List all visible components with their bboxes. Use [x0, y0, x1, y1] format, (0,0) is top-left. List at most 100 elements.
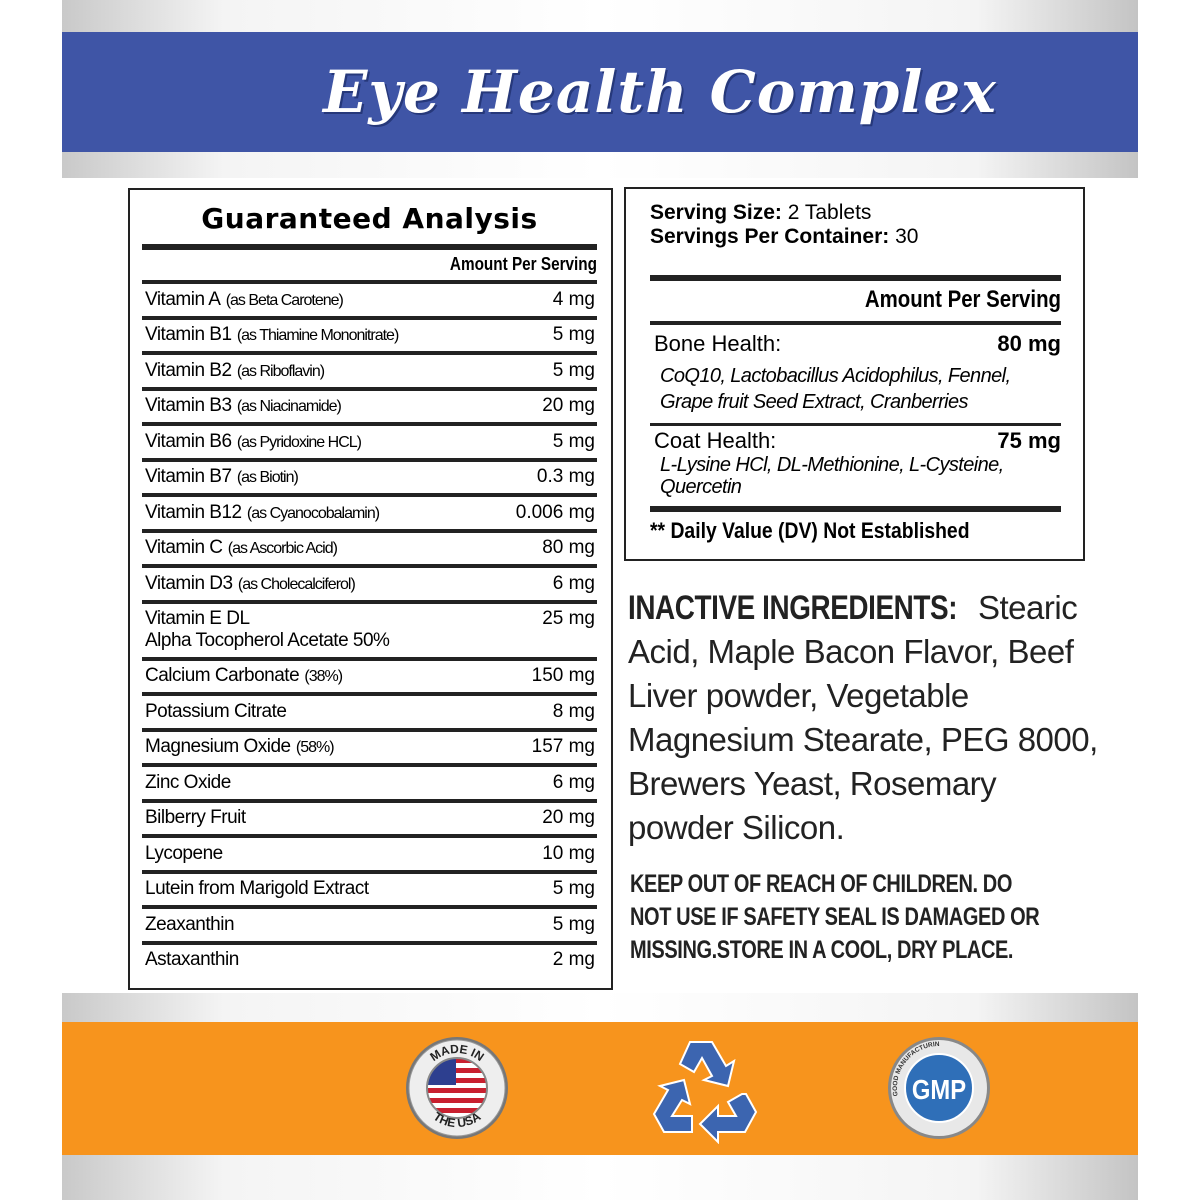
analysis-row: Vitamin D3 (as Cholecalciferol) 6 mg: [142, 564, 597, 600]
coat-health-ingredients: L-Lysine HCl, DL-Methionine, L-Cysteine,…: [660, 454, 1004, 498]
ingredient-name: Potassium Citrate: [145, 700, 287, 722]
analysis-row: Vitamin A (as Beta Carotene) 4 mg: [142, 280, 597, 316]
analysis-row: Vitamin B1 (as Thiamine Mononitrate) 5 mg: [142, 315, 597, 352]
ingredient-name: Vitamin B12: [145, 501, 242, 523]
divider: [650, 506, 1061, 512]
analysis-row: Astaxanthin 2 mg: [142, 940, 597, 977]
divider: [142, 244, 597, 250]
warning-text: KEEP OUT OF REACH OF CHILDREN. DO NOT US…: [630, 870, 1040, 964]
ingredient-amount: 6 mg: [552, 572, 595, 594]
guaranteed-analysis-table: Guaranteed Analysis Amount Per Serving V…: [128, 188, 613, 990]
analysis-row: Vitamin B2 (as Riboflavin) 5 mg: [142, 351, 597, 387]
analysis-row: Vitamin E DL Alpha Tocopherol Acetate 50%…: [142, 599, 597, 657]
bone-health-row: Bone Health: 80 mg: [654, 331, 1061, 356]
title-banner: Eye Health Complex: [62, 32, 1138, 152]
ingredient-amount: 25 mg: [542, 607, 595, 629]
svg-text:THE USA: THE USA: [431, 1109, 484, 1130]
ingredient-detail: (as Beta Carotene): [225, 291, 344, 309]
ingredient-amount: 80 mg: [542, 537, 595, 559]
ingredient-name: Vitamin B3: [145, 395, 232, 417]
supplement-facts-box: Serving Size: 2 Tablets Servings Per Con…: [624, 187, 1085, 561]
divider: [650, 275, 1061, 281]
ingredient-cell: Lycopene: [145, 843, 223, 865]
ingredient-detail: (38%): [304, 668, 343, 686]
ingredient-detail: Alpha Tocopherol Acetate 50%: [145, 629, 390, 651]
ingredient-cell: Vitamin B2 (as Riboflavin): [145, 360, 325, 382]
ingredient-name: Vitamin B6: [145, 430, 232, 452]
made-in-usa-badge: MADE IN THE USA: [406, 1037, 508, 1139]
ingredient-detail: (as Cholecalciferol): [237, 575, 356, 593]
ingredient-name: Zinc Oxide: [145, 771, 231, 793]
ingredient-amount: 5 mg: [552, 324, 595, 346]
ingredient-name: Vitamin A: [145, 288, 221, 310]
ingredient-detail: (as Cyanocobalamin): [246, 504, 380, 522]
ingredient-name: Bilberry Fruit: [145, 807, 246, 829]
ingredient-amount: 5 mg: [552, 913, 595, 935]
ingredient-detail: (as Niacinamide): [236, 398, 342, 416]
ingredient-name: Lutein from Marigold Extract: [145, 878, 369, 900]
ingredient-amount: 6 mg: [552, 771, 595, 793]
ingredient-cell: Vitamin D3 (as Cholecalciferol): [145, 572, 356, 595]
ingredient-cell: Calcium Carbonate (38%): [145, 665, 343, 687]
amount-per-serving-header: Amount Per Serving: [864, 286, 1061, 313]
ingredient-amount: 8 mg: [552, 700, 595, 722]
ingredient-detail: (as Thiamine Mononitrate): [236, 327, 399, 345]
ingredient-cell: Astaxanthin: [145, 949, 239, 971]
inactive-ingredients: INACTIVE INGREDIENTS: Stearic Acid, Mapl…: [628, 589, 1098, 846]
analysis-row: Zeaxanthin 5 mg: [142, 905, 597, 941]
analysis-row: Bilberry Fruit 20 mg: [142, 798, 597, 835]
ingredient-amount: 2 mg: [552, 949, 595, 971]
ingredient-amount: 157 mg: [531, 736, 595, 758]
divider: [650, 321, 1061, 325]
ingredient-name: Astaxanthin: [145, 949, 239, 971]
ingredient-cell: Vitamin B1 (as Thiamine Mononitrate): [145, 324, 399, 346]
ingredient-amount: 0.3 mg: [536, 466, 595, 488]
servings-per-container: Servings Per Container: 30: [650, 225, 919, 248]
ingredient-cell: Potassium Citrate: [145, 700, 287, 723]
amount-per-serving-header: Amount Per Serving: [449, 254, 597, 274]
ingredient-cell: Vitamin C (as Ascorbic Acid): [145, 537, 338, 559]
ingredient-name: Zeaxanthin: [145, 913, 235, 935]
daily-value-note: ** Daily Value (DV) Not Established: [650, 518, 970, 543]
ingredient-cell: Vitamin B3 (as Niacinamide): [145, 395, 342, 417]
ingredient-amount: 5 mg: [552, 430, 595, 452]
coat-health-row: Coat Health: 75 mg: [654, 428, 1061, 453]
ingredient-cell: Magnesium Oxide (58%): [145, 736, 335, 758]
analysis-rows: Vitamin A (as Beta Carotene) 4 mg Vitamin …: [142, 280, 597, 976]
ingredient-amount: 5 mg: [552, 359, 595, 381]
ingredient-amount: 4 mg: [552, 288, 595, 310]
analysis-row: Vitamin B6 (as Pyridoxine HCL) 5 mg: [142, 422, 597, 458]
ingredient-detail: (as Biotin): [236, 469, 299, 487]
ingredient-name: Vitamin B1: [145, 324, 232, 346]
analysis-row: Vitamin B3 (as Niacinamide) 20 mg: [142, 386, 597, 423]
ingredient-cell: Zeaxanthin: [145, 913, 235, 936]
analysis-row: Lycopene 10 mg: [142, 834, 597, 870]
analysis-row: Magnesium Oxide (58%) 157 mg: [142, 727, 597, 764]
analysis-title: Guaranteed Analysis: [201, 202, 538, 235]
product-title: Eye Health Complex: [323, 58, 997, 126]
divider: [650, 423, 1061, 426]
analysis-row: Vitamin B12 (as Cyanocobalamin) 0.006 mg: [142, 493, 597, 529]
ingredient-amount: 20 mg: [542, 807, 595, 829]
ingredient-detail: (as Pyridoxine HCL): [236, 433, 362, 451]
analysis-row: Calcium Carbonate (38%) 150 mg: [142, 656, 597, 693]
ingredient-amount: 10 mg: [542, 842, 595, 864]
svg-text:MADE IN: MADE IN: [428, 1042, 487, 1064]
bone-health-ingredients: CoQ10, Lactobacillus Acidophilus, Fennel…: [660, 365, 1011, 413]
ingredient-name: Vitamin D3: [145, 572, 233, 594]
recycle-icon: [652, 1041, 758, 1144]
ingredient-amount: 0.006 mg: [515, 501, 595, 523]
ingredient-name: Vitamin B7: [145, 466, 232, 488]
ingredient-cell: Lutein from Marigold Extract: [145, 878, 369, 900]
ingredient-name: Vitamin C: [145, 537, 223, 559]
ingredient-cell: Vitamin A (as Beta Carotene): [145, 288, 344, 311]
ingredient-name: Vitamin E DL: [145, 607, 250, 629]
ingredient-cell: Bilberry Fruit: [145, 807, 246, 829]
ingredient-detail: (58%): [295, 739, 335, 757]
ingredient-cell: Vitamin B6 (as Pyridoxine HCL): [145, 430, 362, 453]
ingredient-amount: 20 mg: [542, 395, 595, 417]
analysis-row: Lutein from Marigold Extract 5 mg: [142, 869, 597, 906]
analysis-row: Vitamin C (as Ascorbic Acid) 80 mg: [142, 528, 597, 565]
analysis-row: Potassium Citrate 8 mg: [142, 692, 597, 728]
analysis-row: Vitamin B7 (as Biotin) 0.3 mg: [142, 457, 597, 494]
